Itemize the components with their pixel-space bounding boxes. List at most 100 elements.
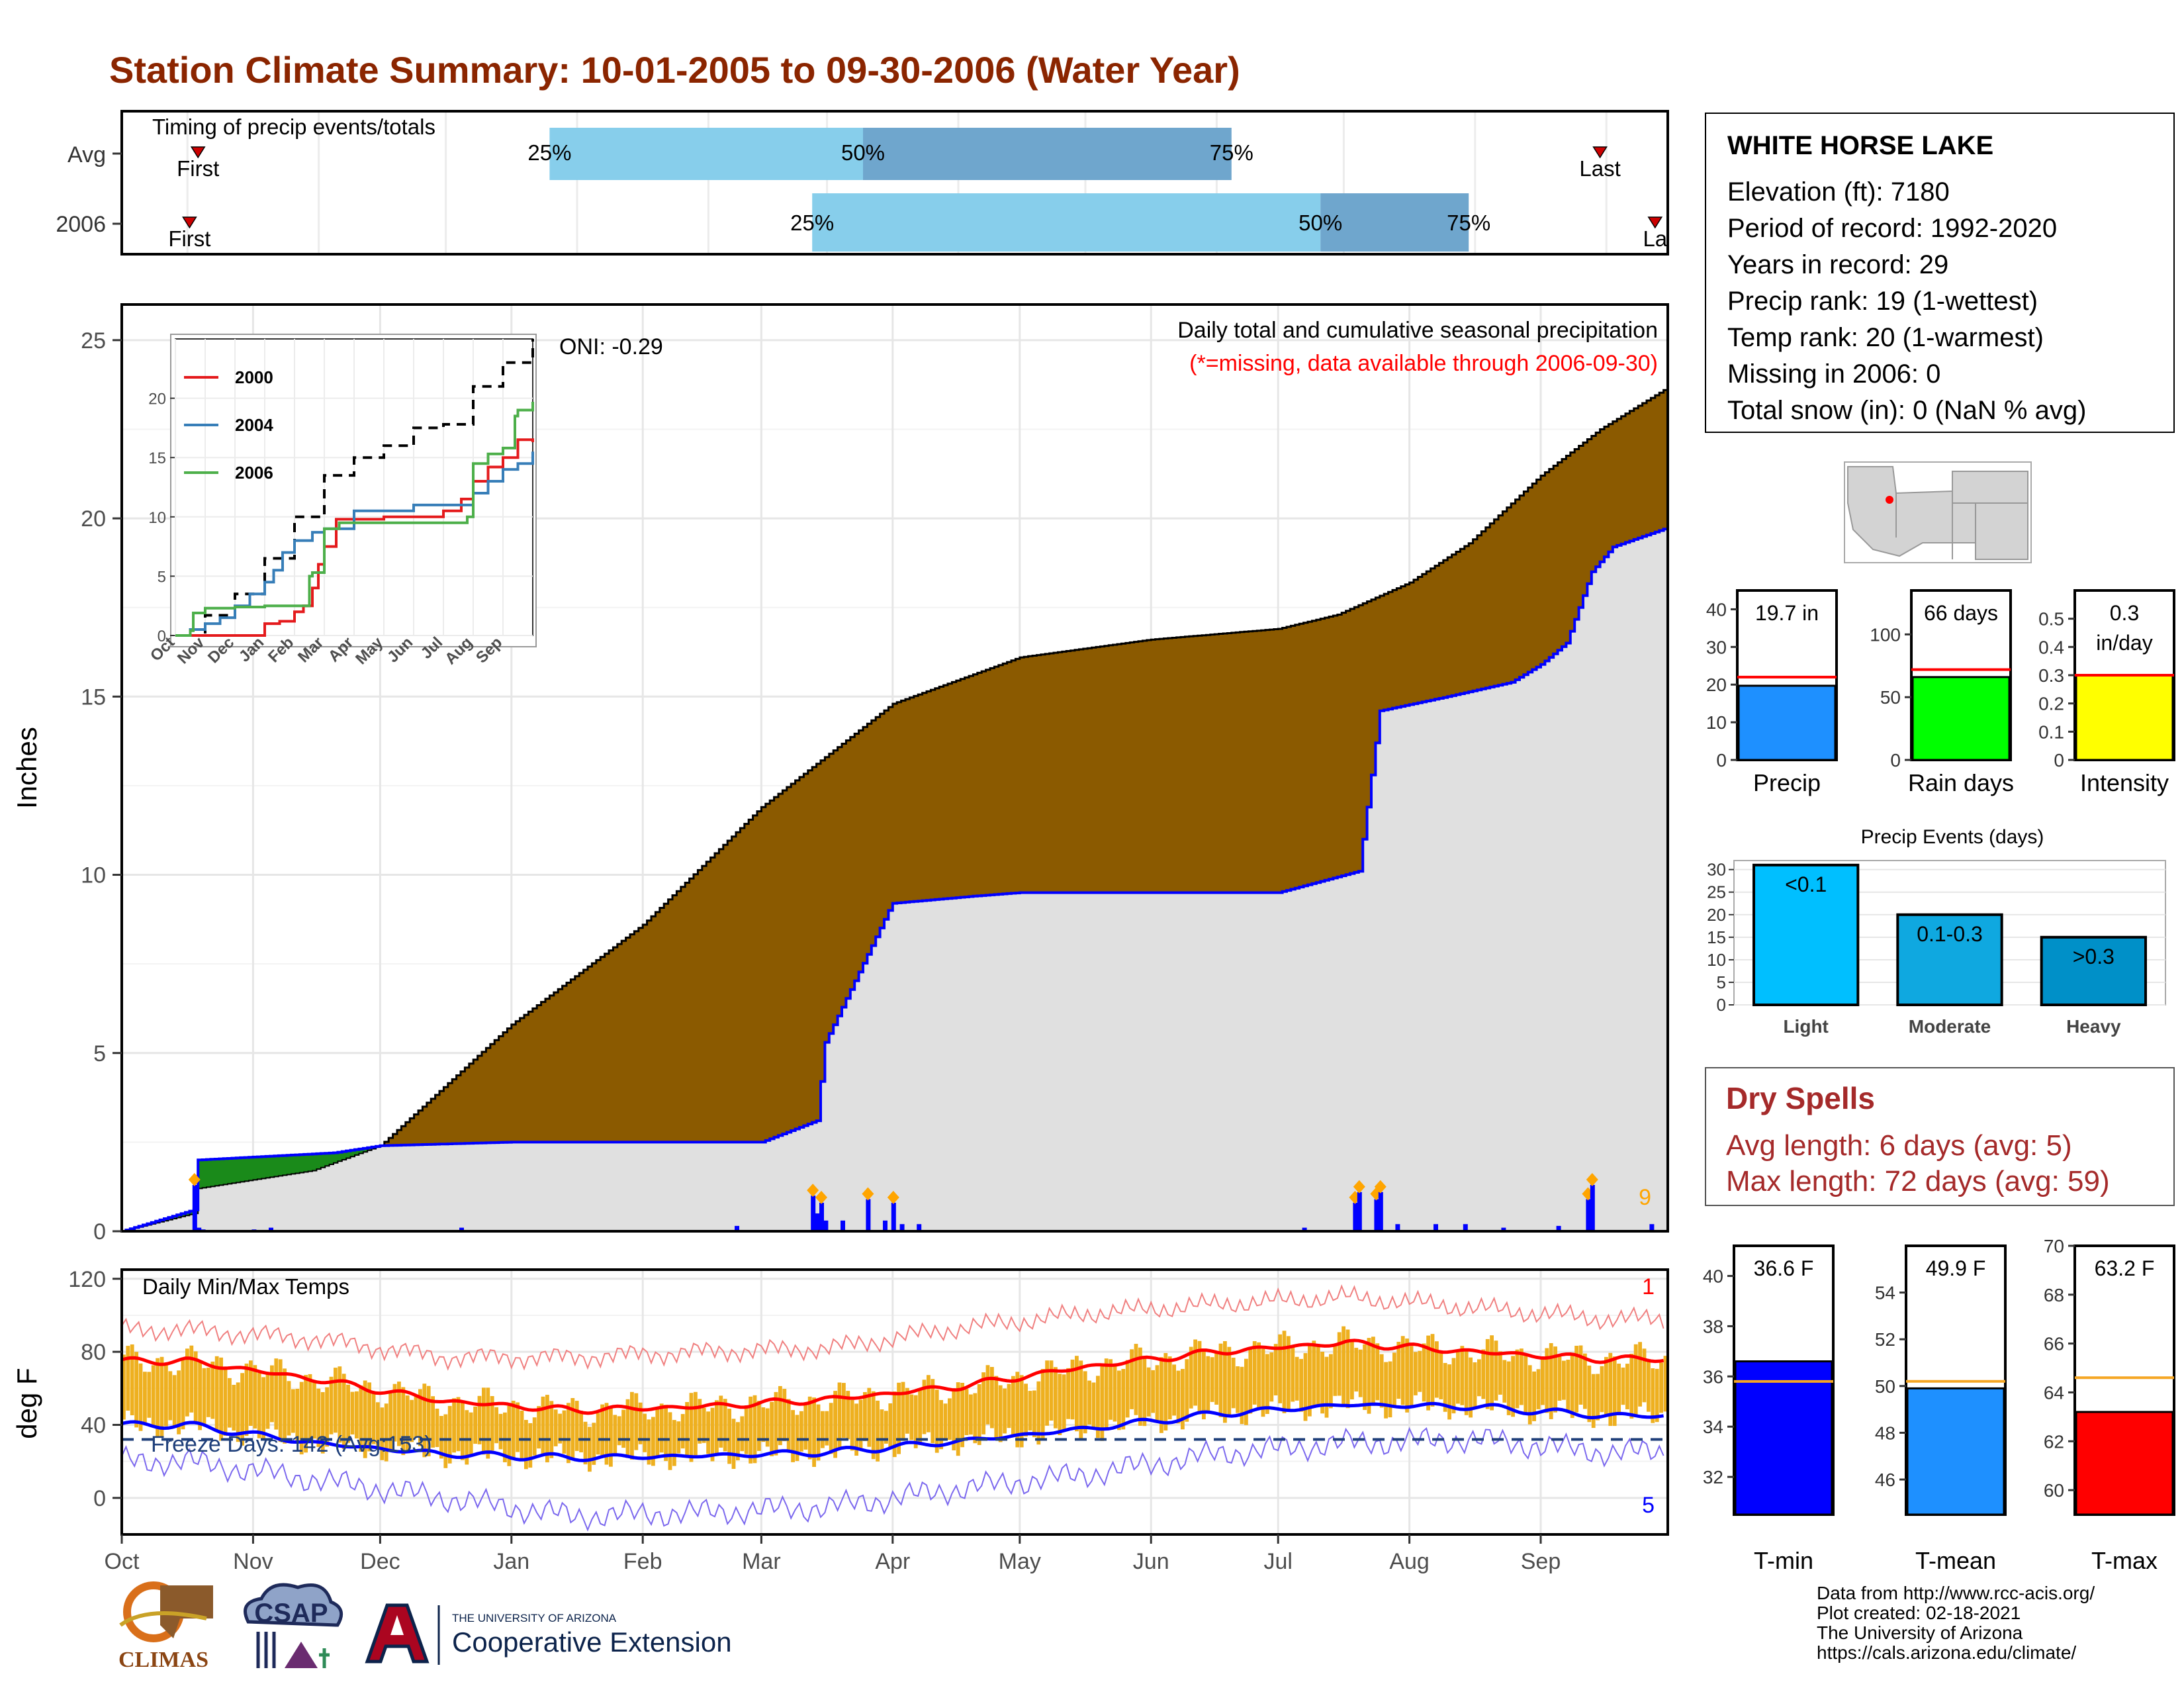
daily-temp-range-bar [1058,1374,1062,1435]
daily-temp-range-bar [795,1415,799,1462]
daily-temp-range-bar [880,1409,884,1452]
daily-temp-range-bar [350,1391,355,1434]
daily-temp-range-bar [719,1395,723,1448]
daily-temp-range-bar [1545,1348,1549,1413]
summary-tick-label: 20 [1706,675,1727,695]
daily-temp-range-bar [1176,1370,1181,1424]
daily-temp-range-bar [981,1372,985,1434]
daily-temp-range-bar [206,1368,210,1417]
last-event-marker [1647,216,1663,229]
daily-temp-range-bar [630,1391,634,1460]
precip-daily-bars [188,1173,1655,1231]
events-bar [1752,863,1860,1006]
locator-map [1844,461,2032,563]
ua-emblem: THE UNIVERSITY OF ARIZONA Cooperative Ex… [365,1603,732,1665]
temps-corner-top: 1 [1642,1274,1655,1299]
dry-spells-title: Dry Spells [1726,1081,1875,1115]
daily-temp-range-bar [1070,1359,1075,1420]
daily-temp-range-bar [232,1385,236,1431]
daily-temp-range-bar [1329,1354,1333,1409]
daily-temp-range-bar [821,1411,825,1448]
daily-temp-range-bar [1396,1342,1401,1399]
summary-precip-charts: 0 10 20 30 40 19.7 in Precip 0 50 100 66 days Rain … [1706,589,2175,796]
climas-emblem: CLIMAS [118,1581,213,1672]
daily-temp-range-bar [1206,1356,1210,1412]
daily-temp-range-bar [1426,1335,1430,1411]
daily-temp-range-bar [363,1380,367,1458]
daily-temp-range-bar [1363,1344,1367,1410]
average-tmin-line [121,1401,1664,1462]
daily-temp-range-bar [159,1356,164,1438]
daily-temp-range-bar [532,1417,537,1456]
daily-precip-bar [735,1225,739,1231]
daily-snow-marker [815,1190,827,1204]
daily-precip-bar [1357,1192,1362,1231]
events-category-label: Light [1783,1016,1828,1037]
daily-temp-range-bar [185,1348,189,1417]
daily-temp-range-bar [435,1409,439,1447]
daily-temp-range-bar [1197,1340,1202,1415]
daily-temp-range-bar [596,1413,600,1455]
daily-temp-range-bar [482,1387,486,1455]
daily-temp-range-bar [846,1391,850,1440]
daily-temp-range-bar [486,1387,490,1459]
daily-temp-range-bar [443,1414,448,1468]
daily-temp-range-bar [134,1352,138,1428]
inset-series-line-2000 [175,438,534,637]
daily-temp-range-bar [1633,1344,1638,1417]
last-event-marker [1592,146,1608,159]
summary-value-label: 63.2 F [2095,1256,2155,1280]
daily-temp-range-bar [1600,1366,1604,1413]
daily-temp-range-bar [151,1365,156,1426]
summary-value-label: 49.9 F [1926,1256,1986,1280]
events-bar-label: <0.1 [1785,872,1827,896]
summary-bar [2075,674,2174,761]
daily-temp-range-bar [367,1382,371,1452]
daily-temp-range-bar [592,1423,596,1465]
daily-temp-range-bar [736,1422,740,1461]
daily-temp-range-bar [1109,1359,1113,1420]
month-x-axis: Oct Nov Dec Jan Feb Mar Apr May Jun Jul Aug Sep [105,1534,1561,1574]
first-event-label: First [168,226,210,251]
first-event-marker [182,216,197,229]
daily-temp-range-bar [1647,1360,1651,1412]
daily-temp-range-bar [1574,1346,1578,1413]
daily-temp-range-bar [1151,1370,1155,1413]
summary-tick-label: 38 [1703,1316,1723,1336]
daily-temp-range-bar [613,1415,617,1456]
daily-temp-range-bar [574,1401,579,1451]
daily-temp-range-bar [854,1403,858,1456]
station-info-row: Precip rank: 19 (1-wettest) [1727,287,2038,316]
daily-temp-range-bar [604,1403,609,1465]
events-tick-label: 30 [1707,860,1726,880]
daily-temp-range-bar [1155,1365,1160,1423]
events-tick-label: 0 [1717,995,1726,1015]
daily-temp-range-bar [1663,1356,1668,1412]
daily-temp-range-bar [1240,1366,1244,1425]
station-info-row: Period of record: 1992-2020 [1727,214,2058,243]
summary-tick-label: 52 [1875,1329,1895,1350]
summary-bar [1737,684,1837,761]
summary-value-label: 19.7 in [1755,601,1819,625]
dry-spells-max: Max length: 72 days (avg: 59) [1726,1165,2110,1197]
daily-temp-range-bar [990,1367,994,1429]
daily-temp-range-bar [1566,1360,1570,1411]
daily-temp-range-bar [1138,1347,1142,1426]
daily-snow-marker [887,1190,899,1204]
daily-temp-range-bar [1278,1334,1282,1403]
daily-temp-range-bar [1625,1364,1629,1409]
inset-legend-label: 2006 [235,463,273,483]
daily-temp-range-bar [1502,1360,1507,1403]
summary-tick-label: 40 [1706,599,1727,620]
precip-missing-note: (*=missing, data available through 2006-… [1189,351,1658,376]
daily-temp-range-bar [528,1423,533,1468]
daily-temp-range-bar [1134,1344,1138,1415]
daily-temp-range-bar [1541,1359,1545,1405]
station-info-row: Missing in 2006: 0 [1727,359,1941,389]
daily-temp-range-bar [1375,1343,1380,1401]
quartile-75-label: 75% [1210,140,1253,165]
daily-temp-range-bar [969,1394,973,1435]
daily-temp-range-bar [219,1357,223,1441]
daily-temp-range-bar [994,1376,999,1440]
daily-temp-range-bar [973,1393,978,1444]
